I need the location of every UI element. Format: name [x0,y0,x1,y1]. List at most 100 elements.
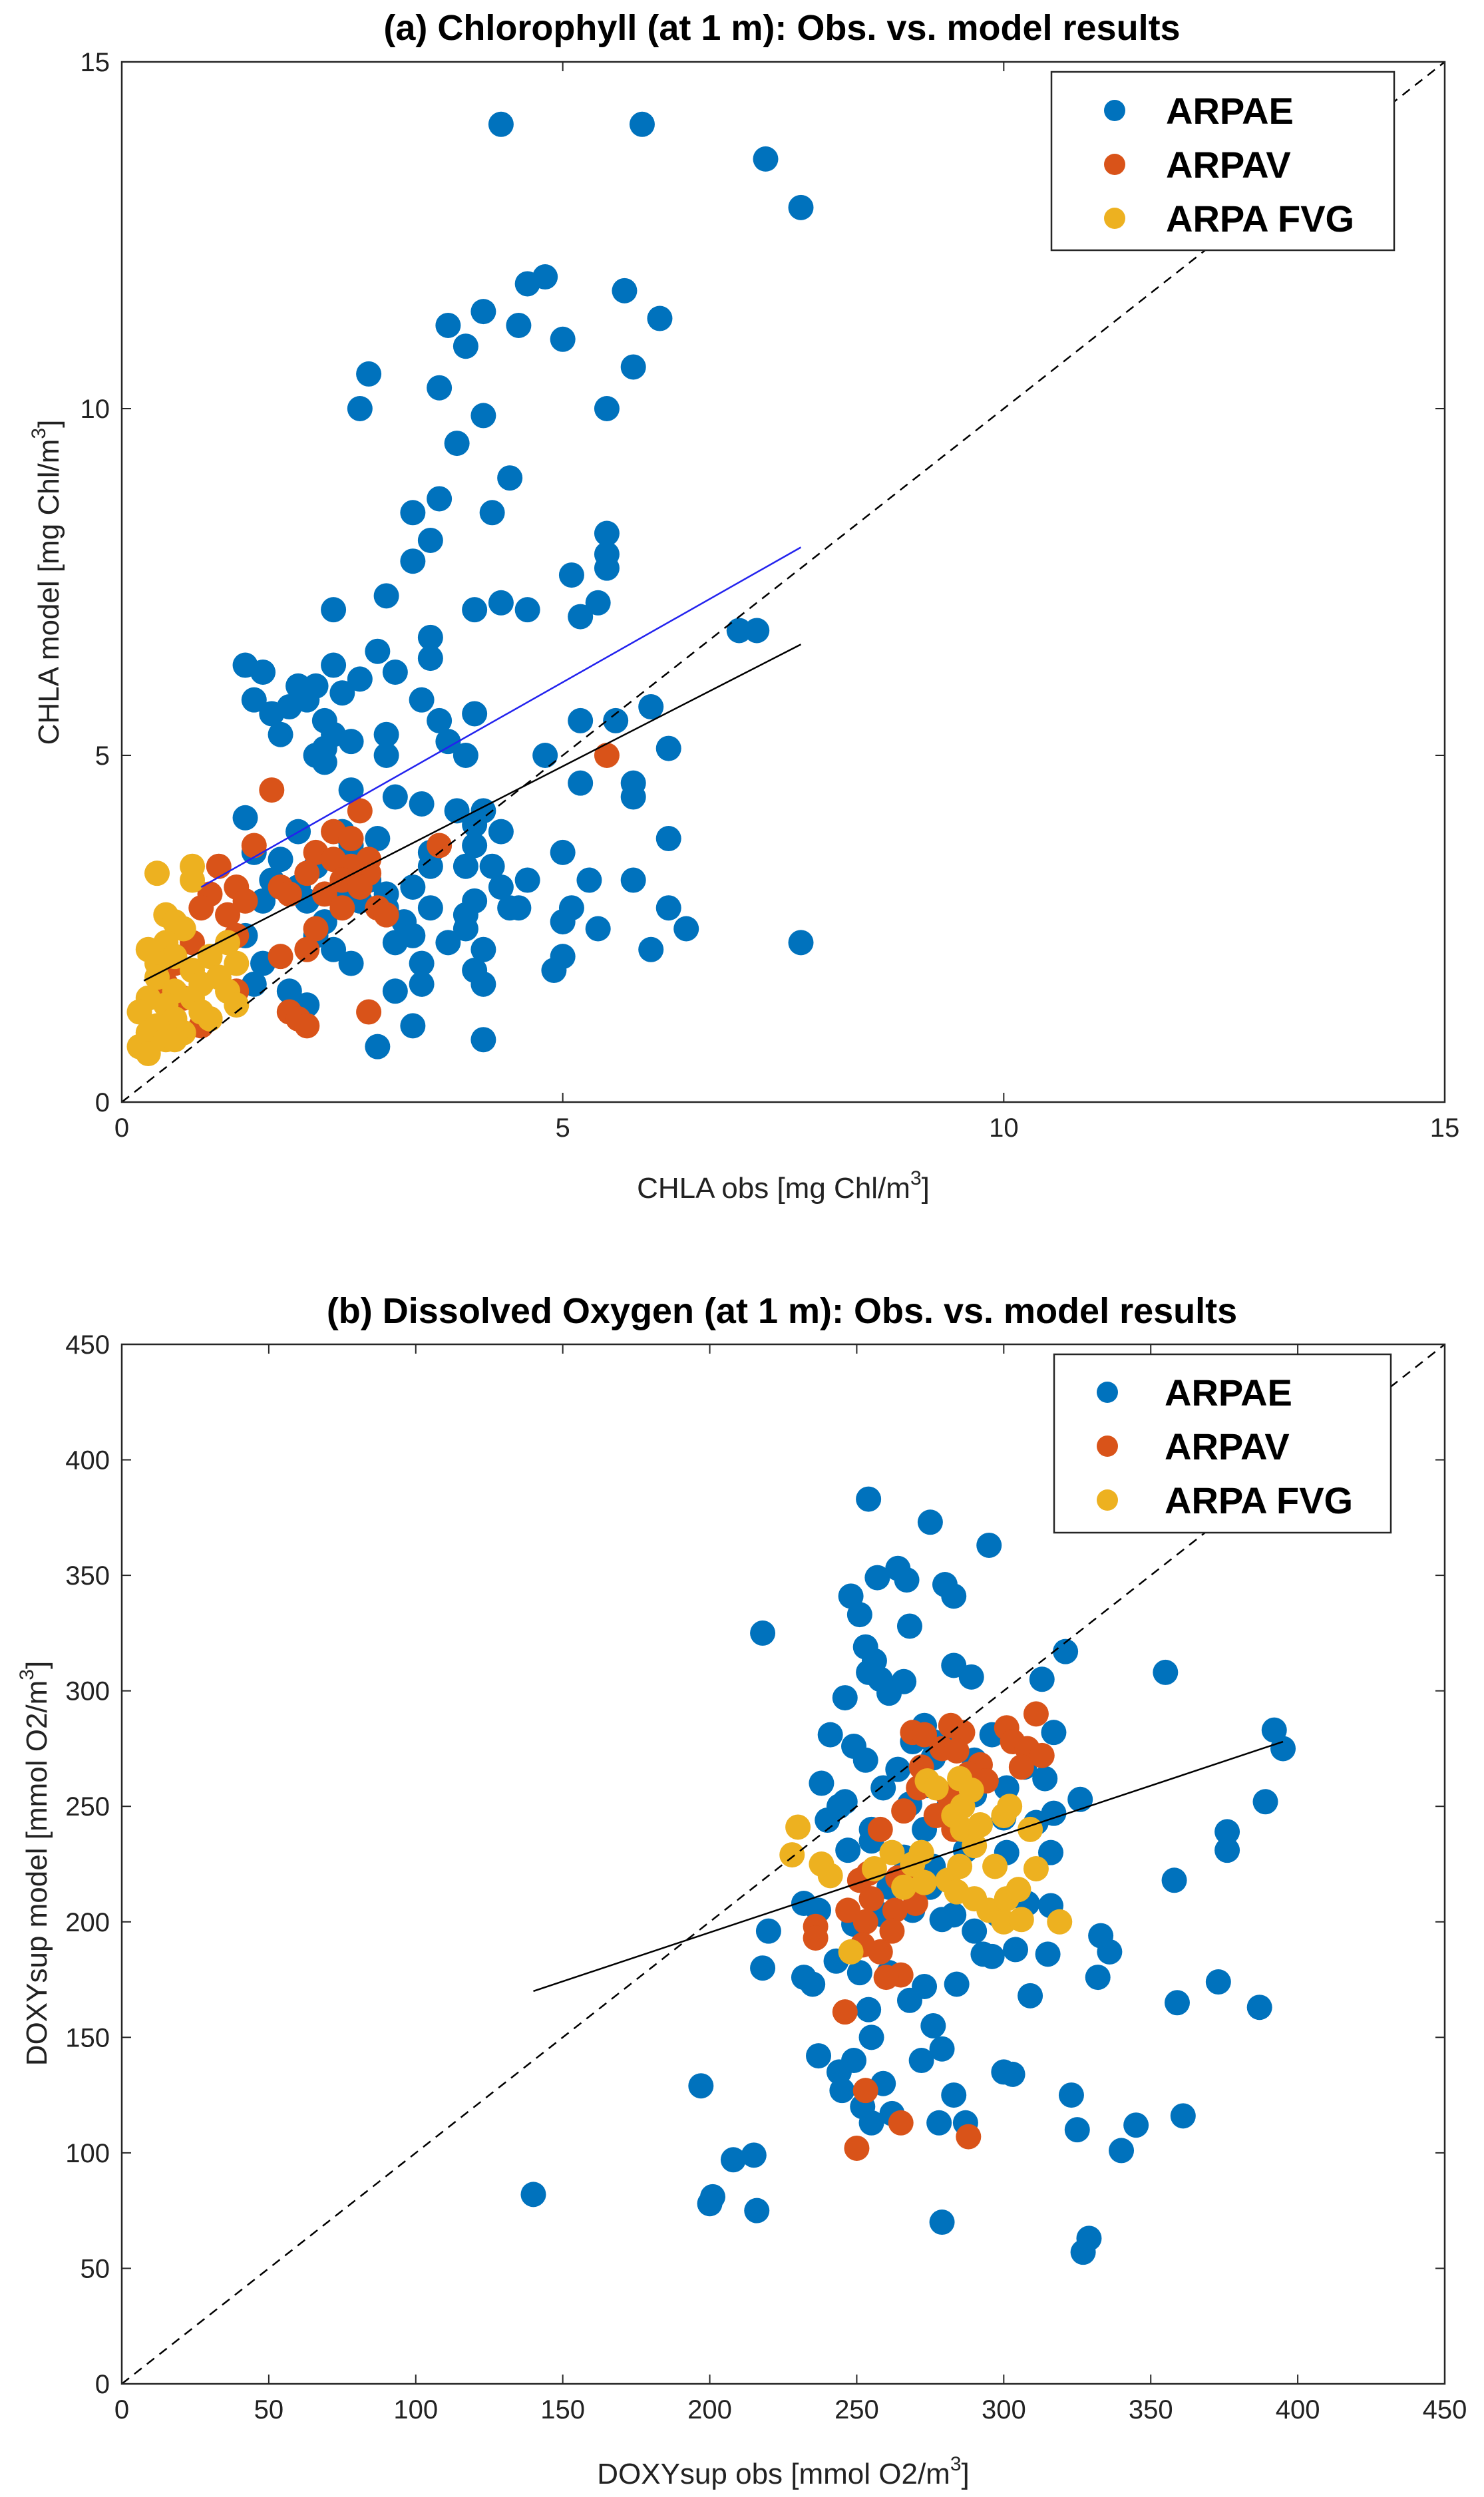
point-arpae [373,721,399,747]
y-tick-label: 15 [81,48,110,77]
panel-a-xlabel: CHLA obs [mg Chl/m3] [637,1167,930,1205]
point-arpae [929,2209,955,2235]
panel-b-title: (b) Dissolved Oxygen (at 1 m): Obs. vs. … [327,1291,1237,1331]
point-arpae [338,777,364,803]
point-arpae [558,562,584,588]
point-arpa-fvg [224,950,250,976]
point-arpae [356,361,382,387]
y-tick-label: 5 [95,741,110,771]
point-arpae [585,590,611,616]
point-arpav [852,2078,878,2104]
point-arpae [338,729,364,755]
point-arpav [356,999,382,1025]
y-tick-label: 150 [65,2023,110,2052]
point-arpae [417,624,443,650]
point-arpae [321,936,347,962]
legend-label-arpa-fvg: ARPA FVG [1165,1479,1353,1521]
point-arpav [873,1965,899,1991]
point-arpa-fvg [908,1839,934,1865]
point-arpae [885,1756,911,1782]
point-arpae [453,853,478,879]
panel-b-ylabel: DOXYsup model [mmol O2/m3] [16,1661,53,2066]
point-arpae [815,1808,840,1833]
point-arpae [497,465,523,491]
y-tick-label: 50 [81,2254,110,2283]
point-arpav [188,895,214,921]
x-tick-label: 15 [1430,1113,1460,1143]
point-arpae [470,971,496,997]
point-arpav [1029,1742,1055,1768]
panel-b-axes-box [120,1343,1446,2385]
legend-label-arpae: ARPAE [1165,1372,1292,1414]
point-arpae [1085,1965,1111,1991]
point-arpae [932,1571,958,1597]
point-arpae [829,2078,855,2104]
point-arpa-fvg [817,1863,843,1889]
point-arpae [400,1013,426,1039]
point-arpae [1076,2225,1102,2251]
point-arpav [268,944,293,970]
point-arpae [726,618,752,644]
point-arpae [846,1960,872,1986]
point-arpav [373,902,399,928]
point-arpae [232,805,258,831]
point-arpav [882,1897,908,1923]
point-arpav [832,1999,858,2025]
point-arpae [479,500,505,526]
point-arpa-fvg [215,930,241,956]
legend-label-arpa-fvg: ARPA FVG [1166,198,1354,240]
point-arpae [347,666,373,692]
panel-a-ylabel: CHLA model [mg Chl/m3] [28,420,65,745]
point-arpae [1097,1939,1123,1965]
point-arpae [470,936,496,962]
point-arpav [803,1925,829,1951]
x-tick-label: 250 [835,2395,879,2424]
point-arpae [514,271,540,297]
point-arpae [655,735,681,761]
point-arpae [497,895,523,921]
point-arpae [541,958,567,984]
point-arpav [888,2110,914,2136]
point-arpa-fvg [785,1814,811,1840]
point-arpae [929,2036,955,2062]
point-arpae [835,1837,861,1863]
point-arpae [594,520,620,546]
point-arpae [311,749,337,775]
point-arpae [259,701,285,727]
point-arpae [1000,2061,1025,2087]
y-tick-label: 0 [95,2370,110,2399]
point-arpae [1032,1766,1058,1792]
point-arpa-fvg [967,1812,993,1837]
point-arpae [753,146,779,172]
point-arpae [382,659,408,685]
point-arpa-fvg [962,1833,988,1859]
point-arpae [532,743,558,768]
point-arpa-fvg [879,1839,905,1865]
point-arpae [268,721,293,747]
point-arpae [470,1027,496,1053]
point-arpae [470,299,496,325]
point-arpae [788,930,814,956]
point-arpae [620,867,646,893]
point-arpav [956,2124,982,2150]
point-arpae [655,826,681,852]
point-arpa-fvg [838,1939,864,1965]
point-arpav [215,902,241,928]
x-tick-label: 450 [1423,2395,1467,2424]
point-arpae [550,326,576,352]
point-arpae [629,111,655,137]
point-arpav [294,861,320,886]
point-arpae [638,936,664,962]
point-arpae [741,2142,767,2168]
point-arpav [294,1013,320,1039]
point-arpae [276,978,302,1004]
point-arpae [791,1891,817,1917]
point-arpae [1270,1736,1296,1762]
point-arpae [594,555,620,581]
point-arpae [241,687,267,713]
legend-label-arpav: ARPAV [1166,144,1291,186]
y-tick-label: 450 [65,1330,110,1360]
point-arpae [400,500,426,526]
point-arpae [550,909,576,935]
point-arpae [462,833,488,859]
